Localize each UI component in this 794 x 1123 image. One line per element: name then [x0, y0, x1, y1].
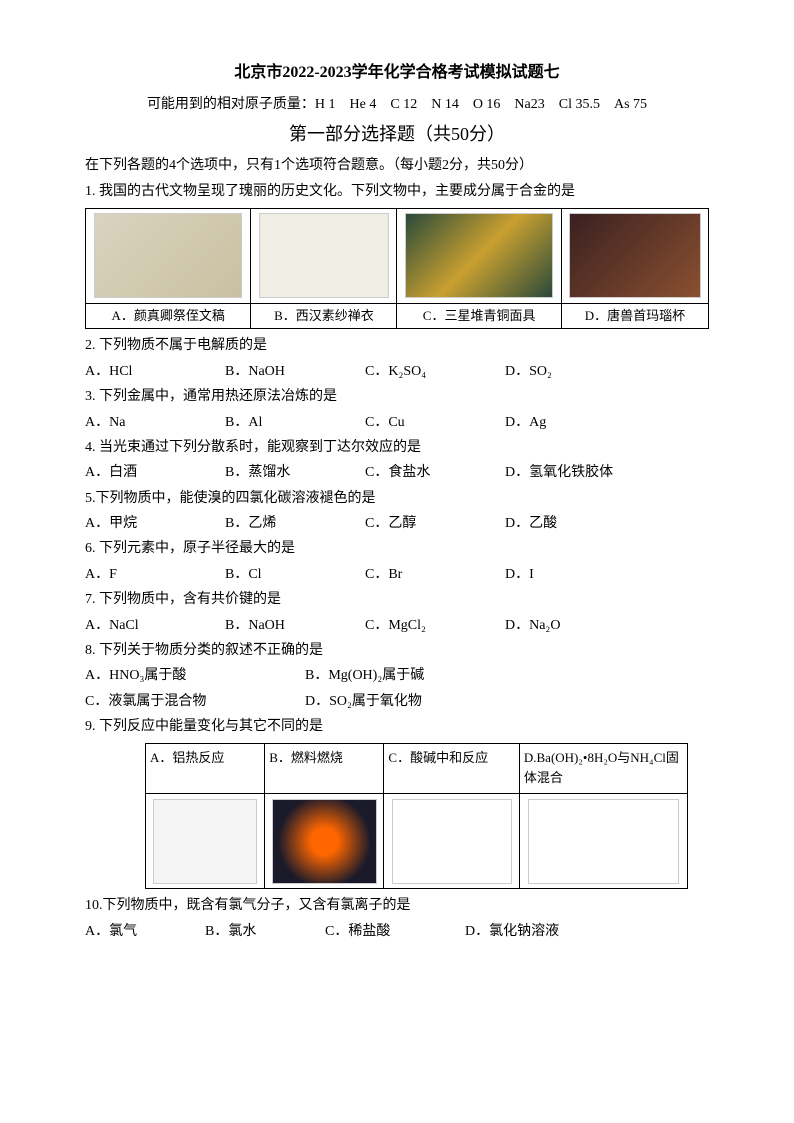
q9-img-c — [384, 794, 519, 889]
q10-c: C．稀盐酸 — [325, 921, 465, 943]
q3-options: A．Na B．Al C．Cu D．Ag — [85, 412, 709, 434]
q5-c: C．乙醇 — [365, 513, 505, 535]
q8-c: C．液氯属于混合物 — [85, 691, 305, 713]
question-8: 8. 下列关于物质分类的叙述不正确的是 — [85, 640, 709, 662]
q3-c: C．Cu — [365, 412, 505, 434]
q9-option-d: D.Ba(OH)₂•8H₂O与NH₄Cl固体混合 — [519, 743, 687, 794]
solid-mixing-image — [528, 799, 679, 884]
question-10: 10.下列物质中，既含有氯气分子，又含有氯离子的是 — [85, 895, 709, 917]
robe-image — [259, 213, 389, 298]
q6-c: C．Br — [365, 564, 505, 586]
q8-b: B．Mg(OH)₂属于碱 — [305, 665, 555, 687]
q5-a: A．甲烷 — [85, 513, 225, 535]
calligraphy-image — [94, 213, 243, 298]
question-4: 4. 当光束通过下列分散系时，能观察到丁达尔效应的是 — [85, 437, 709, 459]
q4-c: C．食盐水 — [365, 462, 505, 484]
q6-options: A．F B．Cl C．Br D．I — [85, 564, 709, 586]
atomic-mass-info: 可能用到的相对原子质量：H 1 He 4 C 12 N 14 O 16 Na23… — [85, 94, 709, 116]
q9-option-c: C．酸碱中和反应 — [384, 743, 519, 794]
q9-img-b — [265, 794, 384, 889]
q6-a: A．F — [85, 564, 225, 586]
q7-b: B．NaOH — [225, 615, 365, 637]
bronze-mask-image — [405, 213, 553, 298]
section-title: 第一部分选择题（共50分） — [85, 120, 709, 149]
q10-d: D．氯化钠溶液 — [465, 921, 605, 943]
q9-option-a: A．铝热反应 — [146, 743, 265, 794]
q1-options-table: A．颜真卿祭侄文稿 B．西汉素纱禅衣 C．三星堆青铜面具 D．唐兽首玛瑙杯 — [85, 208, 709, 330]
question-9: 9. 下列反应中能量变化与其它不同的是 — [85, 716, 709, 738]
q1-option-b: B．西汉素纱禅衣 — [251, 303, 397, 329]
q3-a: A．Na — [85, 412, 225, 434]
q2-c: C．K₂SO₄ — [365, 361, 505, 383]
q1-option-c: C．三星堆青铜面具 — [397, 303, 561, 329]
q5-b: B．乙烯 — [225, 513, 365, 535]
q7-a: A．NaCl — [85, 615, 225, 637]
q1-option-d: D．唐兽首玛瑙杯 — [561, 303, 708, 329]
q1-img-b — [251, 208, 397, 303]
q1-img-c — [397, 208, 561, 303]
q8-a: A．HNO₃属于酸 — [85, 665, 305, 687]
q9-options-table: A．铝热反应 B．燃料燃烧 C．酸碱中和反应 D.Ba(OH)₂•8H₂O与NH… — [145, 743, 688, 890]
question-1: 1. 我国的古代文物呈现了瑰丽的历史文化。下列文物中，主要成分属于合金的是 — [85, 181, 709, 203]
q2-options: A．HCl B．NaOH C．K₂SO₄ D．SO₂ — [85, 361, 709, 383]
q10-a: A．氯气 — [85, 921, 205, 943]
q6-d: D．I — [505, 564, 645, 586]
question-5: 5.下列物质中，能使溴的四氯化碳溶液褪色的是 — [85, 488, 709, 510]
q9-option-b: B．燃料燃烧 — [265, 743, 384, 794]
q2-d: D．SO₂ — [505, 361, 645, 383]
agate-cup-image — [569, 213, 700, 298]
instructions: 在下列各题的4个选项中，只有1个选项符合题意。（每小题2分，共50分） — [85, 155, 709, 177]
q2-a: A．HCl — [85, 361, 225, 383]
q5-options: A．甲烷 B．乙烯 C．乙醇 D．乙酸 — [85, 513, 709, 535]
q10-options: A．氯气 B．氯水 C．稀盐酸 D．氯化钠溶液 — [85, 921, 709, 943]
q8-options-1: A．HNO₃属于酸 B．Mg(OH)₂属于碱 — [85, 665, 709, 687]
fuel-burning-image — [272, 799, 377, 884]
q4-d: D．氢氧化铁胶体 — [505, 462, 645, 484]
exam-title: 北京市2022-2023学年化学合格考试模拟试题七 — [85, 60, 709, 86]
q6-b: B．Cl — [225, 564, 365, 586]
q1-option-a: A．颜真卿祭侄文稿 — [86, 303, 251, 329]
q8-options-2: C．液氯属于混合物 D．SO₂属于氧化物 — [85, 691, 709, 713]
question-6: 6. 下列元素中，原子半径最大的是 — [85, 538, 709, 560]
q4-a: A．白酒 — [85, 462, 225, 484]
q10-b: B．氯水 — [205, 921, 325, 943]
q4-options: A．白酒 B．蒸馏水 C．食盐水 D．氢氧化铁胶体 — [85, 462, 709, 484]
q3-b: B．Al — [225, 412, 365, 434]
q7-d: D．Na₂O — [505, 615, 645, 637]
q3-d: D．Ag — [505, 412, 645, 434]
question-7: 7. 下列物质中，含有共价键的是 — [85, 589, 709, 611]
q1-img-a — [86, 208, 251, 303]
q4-b: B．蒸馏水 — [225, 462, 365, 484]
q8-d: D．SO₂属于氧化物 — [305, 691, 555, 713]
q1-img-d — [561, 208, 708, 303]
q9-img-a — [146, 794, 265, 889]
thermite-reaction-image — [153, 799, 258, 884]
q7-options: A．NaCl B．NaOH C．MgCl₂ D．Na₂O — [85, 615, 709, 637]
question-2: 2. 下列物质不属于电解质的是 — [85, 335, 709, 357]
neutralization-image — [392, 799, 512, 884]
q7-c: C．MgCl₂ — [365, 615, 505, 637]
q2-b: B．NaOH — [225, 361, 365, 383]
q5-d: D．乙酸 — [505, 513, 645, 535]
q9-img-d — [519, 794, 687, 889]
question-3: 3. 下列金属中，通常用热还原法冶炼的是 — [85, 386, 709, 408]
